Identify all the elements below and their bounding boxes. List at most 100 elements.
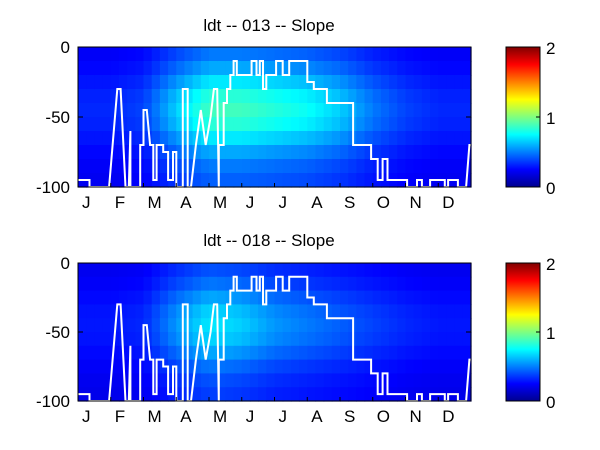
- heatmap-cell: [348, 304, 357, 319]
- heatmap-cell: [405, 173, 415, 188]
- heatmap-cell: [217, 103, 226, 118]
- heatmap-cell: [94, 304, 104, 319]
- heatmap-cell: [241, 117, 251, 132]
- heatmap-cell: [454, 173, 464, 188]
- heatmap-cell: [249, 131, 259, 146]
- heatmap-cell: [86, 387, 95, 402]
- heatmap-cell: [118, 47, 128, 62]
- heatmap-cell: [159, 61, 169, 76]
- heatmap-cell: [421, 345, 431, 361]
- heatmap-cell: [315, 117, 325, 132]
- heatmap-cell: [151, 117, 161, 132]
- heatmap-cell: [454, 276, 464, 292]
- heatmap-cell: [225, 131, 235, 146]
- heatmap-cell: [78, 145, 87, 160]
- heatmap-cell: [331, 276, 341, 292]
- heatmap-cell: [249, 61, 259, 76]
- heatmap-cell: [274, 332, 284, 347]
- heatmap-cell: [430, 131, 439, 146]
- heatmap-cell: [241, 345, 251, 361]
- heatmap-cell: [209, 373, 218, 388]
- heatmap-cell: [364, 103, 374, 118]
- heatmap-cell: [241, 47, 251, 62]
- heatmap-cell: [380, 373, 390, 388]
- heatmap-cell: [299, 173, 308, 188]
- heatmap-cell: [176, 276, 186, 292]
- heatmap-cell: [323, 387, 333, 402]
- heatmap-cell: [430, 89, 439, 104]
- heatmap-cell: [405, 145, 415, 160]
- heatmap-cell: [86, 75, 95, 90]
- heatmap-cell: [241, 387, 251, 402]
- heatmap-cell: [348, 359, 357, 374]
- heatmap-cell: [438, 359, 448, 374]
- heatmap-cell: [348, 263, 357, 278]
- heatmap-cell: [315, 276, 325, 292]
- heatmap-cell: [454, 131, 464, 146]
- heatmap-cell: [86, 61, 95, 76]
- heatmap-cell: [209, 75, 218, 90]
- heatmap-cell: [176, 345, 186, 361]
- heatmap-cell: [241, 173, 251, 188]
- heatmap-cell: [176, 159, 186, 174]
- heatmap-cell: [192, 304, 202, 319]
- heatmap-cell: [102, 263, 112, 278]
- heatmap-cell: [266, 117, 276, 132]
- heatmap-cell: [454, 373, 464, 388]
- heatmap-cell: [299, 387, 308, 402]
- colorbar-gradient: [505, 262, 541, 402]
- heatmap-cell: [323, 159, 333, 174]
- heatmap-cell: [249, 117, 259, 132]
- heatmap-cell: [143, 263, 153, 278]
- heatmap-cell: [372, 75, 382, 90]
- heatmap-cell: [372, 304, 382, 319]
- heatmap-cell: [266, 131, 276, 146]
- heatmap-cell: [323, 61, 333, 76]
- heatmap-cell: [299, 103, 308, 118]
- heatmap-cell: [135, 61, 145, 76]
- heatmap-cell: [323, 145, 333, 160]
- heatmap-cell: [233, 345, 243, 361]
- heatmap-cell: [340, 290, 349, 305]
- heatmap-cell: [184, 345, 194, 361]
- heatmap-cell: [110, 304, 120, 319]
- heatmap-cell: [323, 263, 333, 278]
- heatmap-cell: [340, 173, 349, 188]
- heatmap-cell: [389, 304, 398, 319]
- heatmap-cell: [438, 318, 448, 333]
- heatmap-cell: [118, 75, 128, 90]
- heatmap-cell: [86, 318, 95, 333]
- heatmap-cell: [102, 47, 112, 62]
- heatmap-cell: [159, 276, 169, 292]
- heatmap-cell: [102, 61, 112, 76]
- heatmap-cell: [266, 387, 276, 402]
- heatmap-cell: [356, 117, 366, 132]
- heatmap-cell: [200, 373, 210, 388]
- heatmap-cell: [454, 145, 464, 160]
- heatmap-cell: [364, 89, 374, 104]
- heatmap-cell: [356, 145, 366, 160]
- heatmap-cell: [192, 61, 202, 76]
- heatmap-cell: [209, 359, 218, 374]
- heatmap-cell: [307, 304, 317, 319]
- heatmap-cell: [405, 387, 415, 402]
- heatmap-cell: [159, 47, 169, 62]
- heatmap-cell: [102, 89, 112, 104]
- heatmap-cell: [176, 75, 186, 90]
- heatmap-cell: [413, 61, 423, 76]
- heatmap-cell: [78, 345, 87, 361]
- heatmap-cell: [168, 103, 177, 118]
- heatmap-cell: [307, 103, 317, 118]
- heatmap-cell: [176, 290, 186, 305]
- heatmap-cell: [86, 131, 95, 146]
- heatmap-cell: [258, 318, 267, 333]
- heatmap-cell: [159, 159, 169, 174]
- heatmap-cell: [135, 332, 145, 347]
- heatmap-cell: [413, 373, 423, 388]
- heatmap-cell: [184, 263, 194, 278]
- heatmap-cell: [380, 145, 390, 160]
- y-tick-label: -50: [45, 323, 70, 342]
- heatmap-cell: [307, 318, 317, 333]
- heatmap-cell: [135, 103, 145, 118]
- x-tick-label: A: [180, 193, 192, 212]
